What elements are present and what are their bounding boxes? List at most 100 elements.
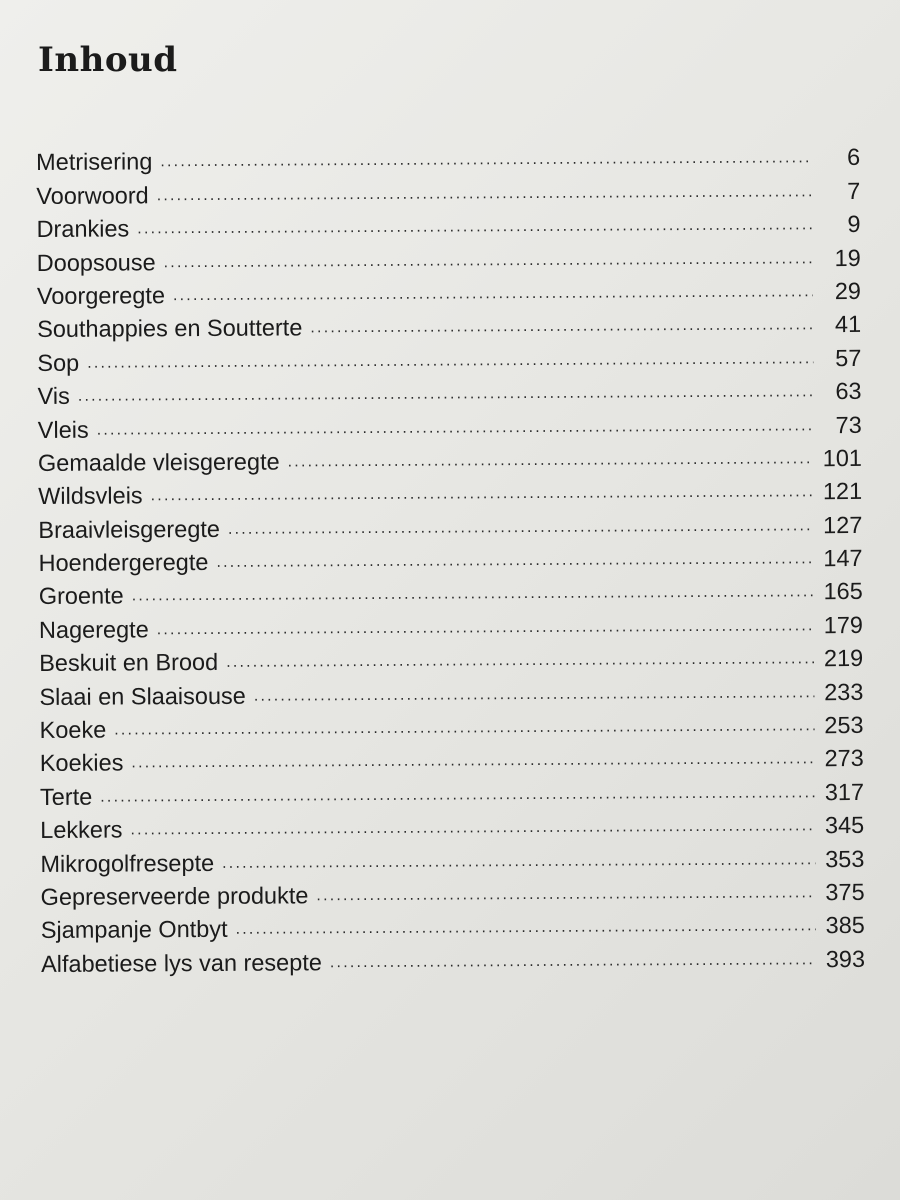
toc-entry: Gemaalde vleisgeregte...................… [37, 437, 863, 476]
toc-entry-label: Mikrogolfresepte [40, 849, 215, 877]
toc-entry: Southappies en Soutterte................… [37, 304, 861, 342]
dot-leader: ........................................… [156, 617, 814, 639]
toc-entry-label: Alfabetiese lys van resepte [40, 949, 322, 977]
toc-entry-page: 375 [825, 878, 865, 906]
toc-entry: Gepreserveerde produkte.................… [40, 872, 865, 910]
toc-entry-label: Sjampanje Ontbyt [40, 916, 228, 944]
toc-entry-label: Lekkers [40, 816, 123, 844]
toc-entry-label: Sop [37, 349, 80, 376]
toc-entry-page: 7 [847, 177, 861, 204]
dot-leader: ........................................… [163, 249, 813, 271]
toc-entry-page: 317 [824, 778, 865, 806]
toc-entry-page: 57 [835, 344, 862, 371]
toc-entry: Nageregte...............................… [38, 604, 864, 643]
toc-entry-page: 253 [824, 711, 864, 739]
toc-entry-label: Vleis [37, 416, 89, 443]
dot-leader: ........................................… [316, 884, 816, 905]
dot-leader: ........................................… [287, 450, 813, 471]
toc-entry: Mikrogolfresepte........................… [40, 838, 865, 877]
toc-entry-page: 385 [825, 912, 865, 939]
toc-entry: Voorwoord...............................… [36, 170, 861, 209]
toc-entry: Koekies.................................… [40, 738, 864, 776]
dot-leader: ........................................… [172, 283, 813, 305]
toc-entry-page: 393 [825, 945, 866, 972]
toc-entry-label: Koeke [39, 716, 107, 744]
dot-leader: ........................................… [87, 349, 814, 372]
toc-entry-page: 353 [825, 845, 865, 872]
toc-entry-page: 127 [823, 511, 863, 538]
dot-leader: ........................................… [227, 516, 814, 538]
toc-entry: Metrisering.............................… [36, 137, 860, 175]
dot-leader: ........................................… [96, 416, 814, 439]
toc-entry: Slaai en Slaaisouse.....................… [39, 671, 863, 710]
dot-leader: ........................................… [100, 784, 815, 806]
dot-leader: ........................................… [156, 183, 813, 205]
toc-entry-label: Beskuit en Brood [39, 649, 219, 677]
dot-leader: ........................................… [150, 483, 813, 505]
toc-entry-label: Hoendergeregte [38, 549, 209, 577]
toc-entry: Alfabetiese lys van resepte.............… [40, 938, 866, 977]
dot-leader: ........................................… [160, 149, 813, 171]
toc-entry: Sjampanje Ontbyt........................… [41, 905, 865, 943]
toc-entry: Doopsouse...............................… [36, 237, 861, 276]
toc-entry-page: 165 [823, 578, 863, 605]
dot-leader: ........................................… [216, 550, 814, 571]
toc-entry-label: Metrisering [36, 148, 153, 176]
toc-entry-page: 29 [834, 277, 862, 305]
dot-leader: ........................................… [130, 817, 816, 839]
toc-entry-label: Groente [38, 582, 124, 610]
toc-entry-page: 345 [824, 812, 865, 839]
dot-leader: ........................................… [222, 850, 816, 872]
dot-leader: ........................................… [253, 683, 815, 705]
toc-entry: Vis.....................................… [37, 371, 861, 409]
toc-entry: Lekkers.................................… [40, 805, 864, 843]
toc-entry-label: Southappies en Soutterte [37, 314, 303, 343]
dot-leader: ........................................… [235, 917, 816, 939]
toc-entry-page: 73 [835, 411, 862, 438]
toc-entry-page: 273 [824, 745, 864, 772]
toc-entry-label: Drankies [36, 215, 130, 243]
toc-entry-label: Voorgeregte [36, 282, 166, 309]
dot-leader: ........................................… [131, 583, 814, 605]
toc-entry-label: Voorwoord [36, 182, 149, 209]
toc-entry: Vleis...................................… [38, 404, 862, 442]
dot-leader: ........................................… [114, 717, 815, 739]
toc-entry-page: 121 [822, 478, 863, 505]
dot-leader: ........................................… [329, 951, 816, 971]
toc-entry-label: Terte [39, 783, 93, 810]
toc-entry-page: 41 [834, 311, 862, 338]
dot-leader: ........................................… [77, 383, 814, 405]
toc-entry-page: 101 [822, 444, 863, 472]
toc-entry-label: Doopsouse [36, 248, 156, 276]
dot-leader: ........................................… [137, 216, 813, 238]
toc-entry-label: Wildsvleis [38, 482, 143, 510]
dot-leader: ........................................… [310, 316, 814, 337]
toc-entry: Hoendergeregte..........................… [38, 538, 862, 576]
toc-entry-label: Vis [37, 382, 70, 410]
toc-entry-page: 9 [847, 211, 861, 238]
toc-entry-page: 219 [823, 645, 864, 672]
toc-entry: Wildsvleis..............................… [38, 471, 862, 509]
toc-entry: Drankies................................… [36, 204, 860, 242]
toc-entry-page: 147 [823, 545, 863, 572]
toc-entry-page: 179 [823, 611, 864, 639]
toc-entry: Koeke...................................… [39, 705, 864, 744]
toc-entry-label: Braaivleisgeregte [38, 515, 221, 543]
toc-entry: Terte...................................… [39, 771, 865, 810]
toc-entry: Braaivleisgeregte.......................… [38, 504, 863, 543]
dot-leader: ........................................… [226, 650, 815, 672]
toc-entry: Beskuit en Brood........................… [39, 638, 863, 676]
toc-entry-label: Gepreserveerde produkte [40, 882, 309, 910]
toc-entry-page: 63 [835, 378, 862, 405]
page-title: Inhoud [38, 40, 178, 80]
table-of-contents: Metrisering.............................… [36, 137, 865, 977]
toc-entry-label: Gemaalde vleisgeregte [37, 448, 280, 476]
toc-entry: Groente.................................… [39, 571, 863, 609]
toc-entry-page: 19 [834, 244, 861, 271]
toc-entry-label: Slaai en Slaaisouse [39, 682, 246, 710]
toc-entry-page: 6 [846, 144, 861, 171]
toc-entry: Voorgeregte.............................… [37, 271, 861, 309]
toc-entry: Sop.....................................… [37, 337, 862, 376]
toc-entry-label: Nageregte [38, 616, 149, 643]
dot-leader: ........................................… [131, 750, 815, 772]
